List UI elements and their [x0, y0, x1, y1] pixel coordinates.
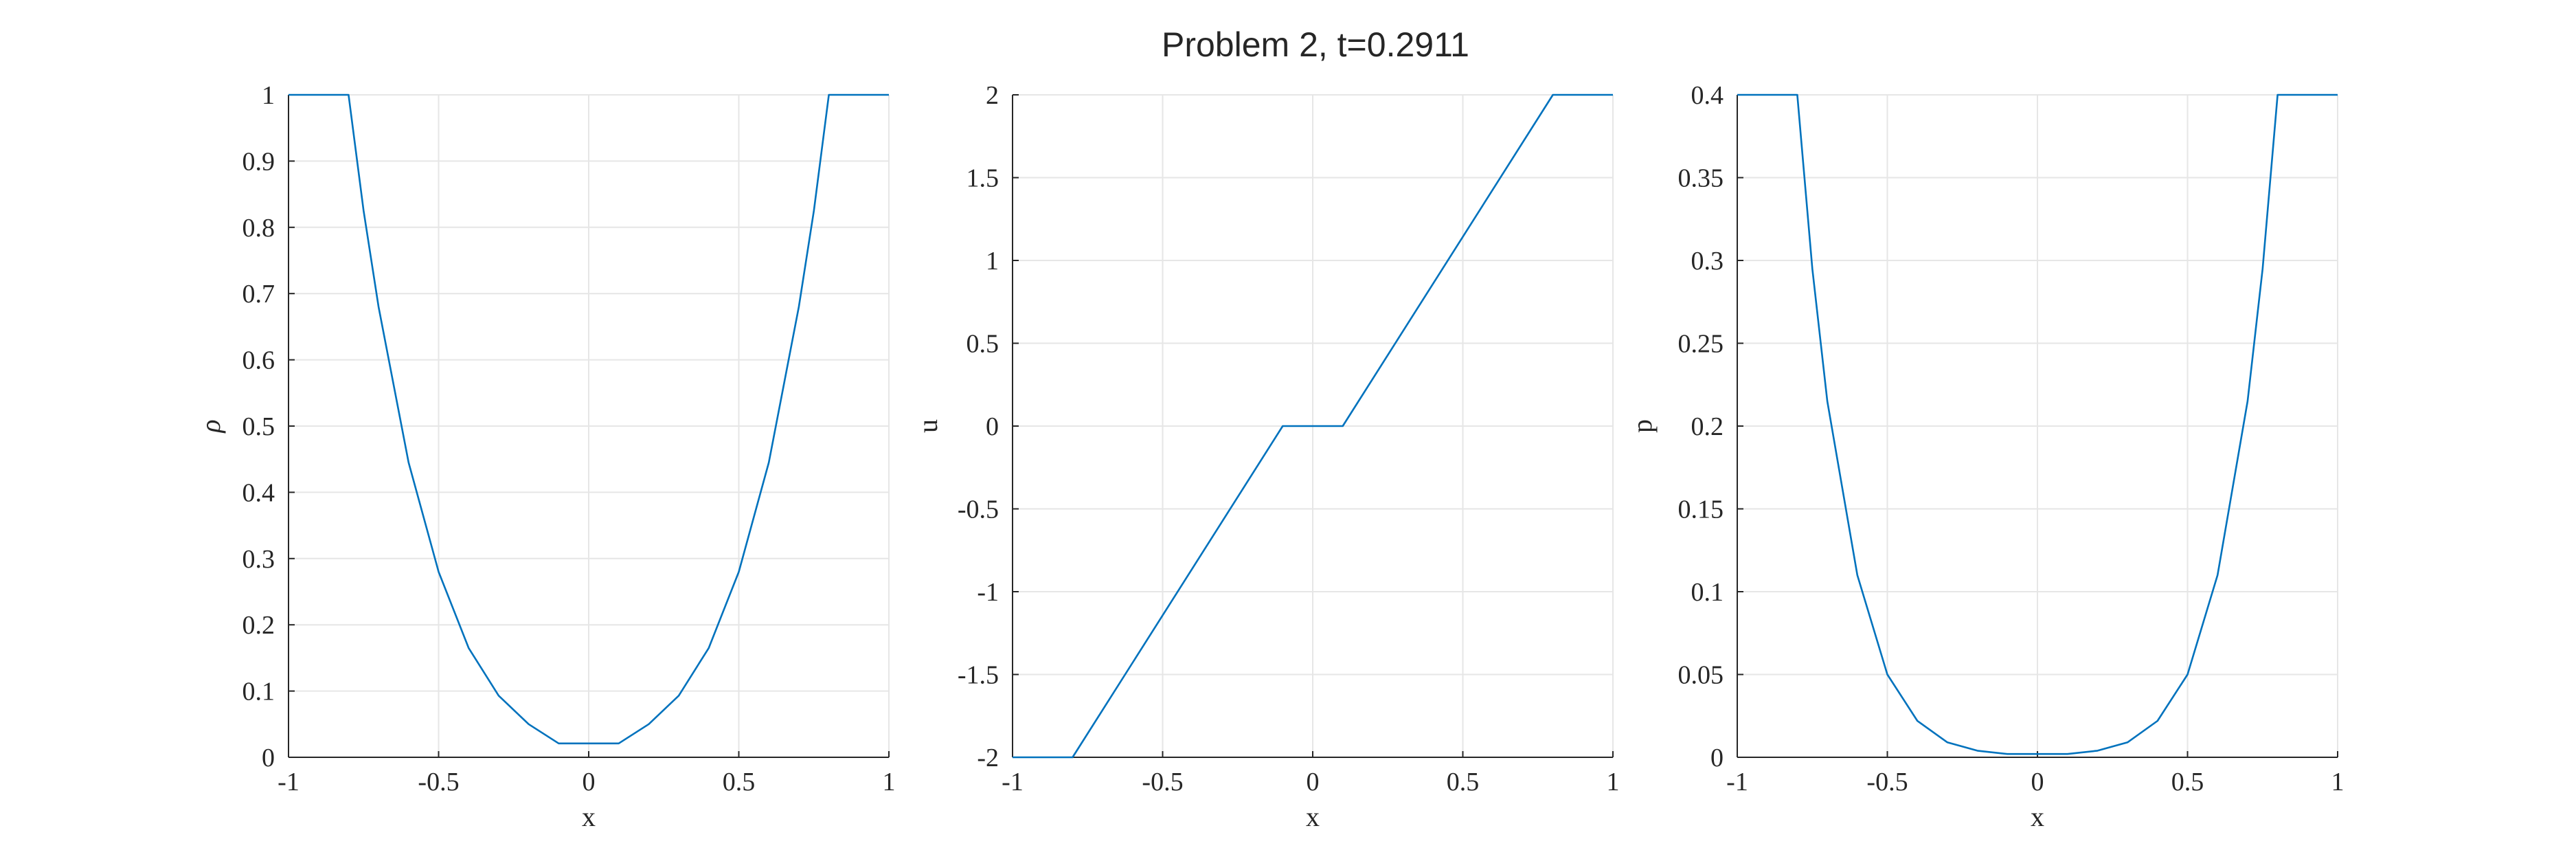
x-tick-label: -1 [278, 768, 300, 796]
y-tick-label: 0.05 [1678, 661, 1724, 690]
y-tick-label: 0.7 [242, 280, 275, 309]
y-tick-label: -2 [977, 744, 999, 772]
x-tick-label: 0.5 [1447, 768, 1480, 796]
y-tick-label: 0.5 [967, 330, 999, 359]
y-tick-label: 1 [262, 81, 275, 110]
y-axis-label: ρ [195, 419, 226, 434]
y-tick-label: 2 [986, 81, 999, 110]
y-tick-label: 0.1 [1691, 578, 1724, 607]
y-tick-label: 1 [986, 247, 999, 276]
x-tick-label: -0.5 [1866, 768, 1908, 796]
x-tick-label: 0.5 [2171, 768, 2204, 796]
x-tick-label: 0 [1307, 768, 1320, 796]
x-tick-label: 0 [583, 768, 596, 796]
y-tick-label: -1.5 [958, 661, 999, 690]
x-axis-label: x [2031, 801, 2044, 832]
y-tick-label: 0.4 [242, 478, 275, 507]
y-tick-label: 0.2 [1691, 412, 1724, 441]
y-tick-label: 0.2 [242, 611, 275, 640]
subplot-2: -1 -0.5 0 0.5 1 -2 -1.5 -1 -0.5 0 0.5 1 1.5 2 x u [912, 81, 1620, 832]
x-tick-label: -0.5 [418, 768, 459, 796]
y-tick-label: 1.5 [967, 164, 999, 193]
x-tick-label: -1 [1726, 768, 1748, 796]
x-tick-label: 1 [1607, 768, 1620, 796]
series-line [289, 93, 889, 745]
y-tick-label: -0.5 [958, 495, 999, 524]
y-tick-label: 0.5 [242, 412, 275, 441]
x-tick-label: -1 [1002, 768, 1024, 796]
y-tick-label: 0.1 [242, 678, 275, 706]
y-tick-label: 0.8 [242, 214, 275, 243]
x-axis-label: x [1306, 801, 1320, 832]
subplot-1: -1 -0.5 0 0.5 1 0 0.1 0.2 0.3 0.4 0.5 0.6 0.7 0.8 0.9 1… [195, 81, 896, 832]
y-tick-label: 0 [1710, 744, 1724, 772]
x-tick-label: -0.5 [1142, 768, 1183, 796]
y-tick-label: -1 [977, 578, 999, 607]
x-tick-label: 0 [2031, 768, 2044, 796]
subplots: -1 -0.5 0 0.5 1 0 0.1 0.2 0.3 0.4 0.5 0.6 0.7 0.8 0.9 1… [195, 81, 2345, 832]
y-tick-label: 0.35 [1678, 164, 1724, 193]
y-axis-label: p [1627, 419, 1658, 433]
series-line [1737, 93, 2338, 755]
y-tick-label: 0 [262, 744, 275, 772]
series-line [1013, 93, 1613, 759]
y-tick-label: 0.3 [242, 545, 275, 574]
y-tick-label: 0 [986, 412, 999, 441]
y-axis-label: u [912, 419, 943, 433]
x-axis-label: x [582, 801, 596, 832]
y-tick-label: 0.4 [1691, 81, 1724, 110]
x-tick-label: 1 [2331, 768, 2345, 796]
x-tick-label: 1 [883, 768, 896, 796]
subplot-3: -1 -0.5 0 0.5 1 0 0.05 0.1 0.15 0.2 0.25 0.3 0.35 0.4… [1627, 81, 2345, 832]
y-tick-label: 0.9 [242, 147, 275, 176]
y-tick-label: 0.25 [1678, 330, 1724, 359]
y-tick-label: 0.6 [242, 346, 275, 375]
y-tick-label: 0.15 [1678, 495, 1724, 524]
y-tick-label: 0.3 [1691, 247, 1724, 276]
figure-title: Problem 2, t=0.2911 [1162, 25, 1469, 64]
x-tick-label: 0.5 [723, 768, 756, 796]
